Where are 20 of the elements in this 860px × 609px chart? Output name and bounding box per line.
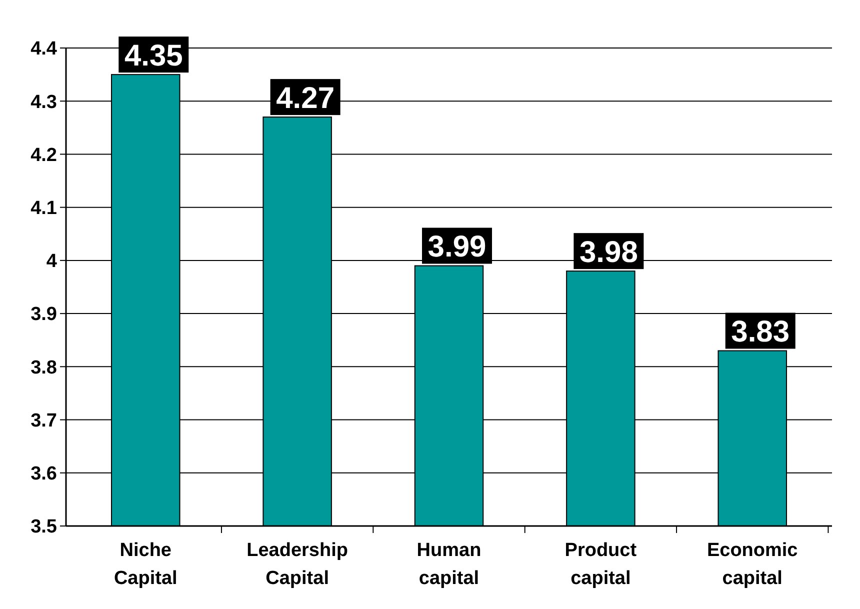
y-tick-label: 3.7 xyxy=(30,410,57,432)
x-tick-label: Product capital xyxy=(564,540,638,589)
data-label: 3.99 xyxy=(428,230,486,264)
data-label: 4.35 xyxy=(124,39,183,72)
y-tick-label: 3.8 xyxy=(30,357,57,378)
y-tick-label: 3.5 xyxy=(30,516,58,538)
y-tick-label: 4.2 xyxy=(30,144,57,166)
y-tick-label: 4.3 xyxy=(30,92,57,113)
data-label: 4.27 xyxy=(276,82,335,115)
x-tick-label: Economic capital xyxy=(706,540,798,589)
y-tick-label: 3.6 xyxy=(30,464,57,485)
y-tick-label: 3.9 xyxy=(30,304,57,326)
x-tick-label: Human capital xyxy=(416,540,482,589)
x-tick-label: Leadership Capital xyxy=(246,540,348,589)
y-tick-label: 4.1 xyxy=(30,198,58,219)
data-label: 3.83 xyxy=(731,316,790,349)
data-label: 3.98 xyxy=(579,236,638,269)
y-tick-label: 4.4 xyxy=(30,38,58,60)
y-tick-label: 4 xyxy=(46,251,58,272)
x-tick-label: Niche Capital xyxy=(114,540,178,589)
